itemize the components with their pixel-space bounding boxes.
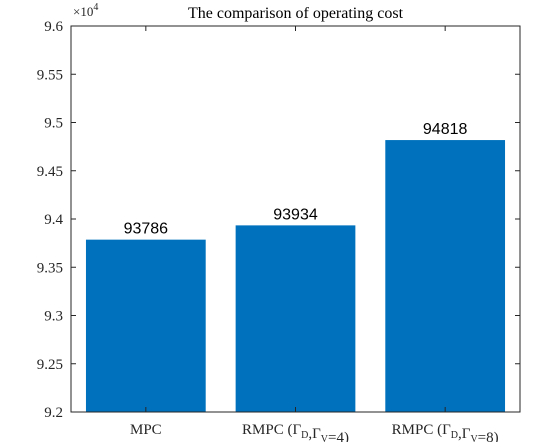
y-tick-label: 9.55 (37, 67, 63, 83)
chart-title: The comparison of operating cost (188, 5, 404, 22)
label-subscript: D (301, 430, 308, 441)
multiplier-base: ×10 (73, 4, 93, 19)
y-tick-label: 9.6 (44, 19, 63, 35)
y-tick-label: 9.4 (44, 212, 63, 228)
label-subscript: D (451, 430, 458, 441)
x-tick-label: RMPC (ΓD,ΓV=8) (392, 422, 499, 442)
label-subscript: V (470, 434, 478, 442)
data-label: 93786 (124, 221, 169, 238)
data-label: 94818 (423, 121, 468, 138)
label-part: =8) (478, 430, 499, 442)
y-tick-label: 9.45 (37, 164, 63, 180)
y-tick-label: 9.5 (44, 116, 63, 132)
y-multiplier: ×104 (73, 2, 98, 19)
x-tick-label: MPC (130, 422, 162, 438)
multiplier-exponent: 4 (93, 2, 98, 13)
data-label: 93934 (273, 206, 318, 223)
plot-area: 93786 93934 94818 9.2 9.25 9.3 9.35 9.4 9.45 9.5 9… (37, 2, 521, 442)
x-tick-label: RMPC (ΓD,ΓV=4) (242, 422, 349, 442)
label-subscript: V (321, 434, 329, 442)
y-tick-label: 9.2 (44, 405, 63, 421)
label-part: ,Γ (458, 426, 471, 442)
y-tick-label: 9.35 (37, 260, 63, 276)
label-part: =4) (328, 430, 349, 442)
y-tick-label: 9.3 (44, 309, 63, 325)
bar (235, 225, 356, 412)
bar (385, 140, 506, 413)
bar (85, 239, 206, 412)
label-part: ,Γ (308, 426, 321, 442)
label-part: RMPC (Γ (242, 422, 301, 438)
label-part: RMPC (Γ (392, 422, 451, 438)
y-tick-label: 9.25 (37, 357, 63, 373)
